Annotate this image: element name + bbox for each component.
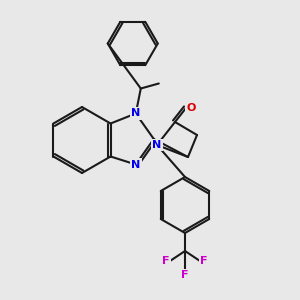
Text: N: N (152, 140, 162, 150)
Text: N: N (131, 109, 140, 118)
Text: F: F (181, 270, 189, 280)
Text: F: F (162, 256, 170, 266)
Text: O: O (186, 103, 196, 113)
Text: F: F (200, 256, 208, 266)
Text: N: N (131, 160, 140, 170)
